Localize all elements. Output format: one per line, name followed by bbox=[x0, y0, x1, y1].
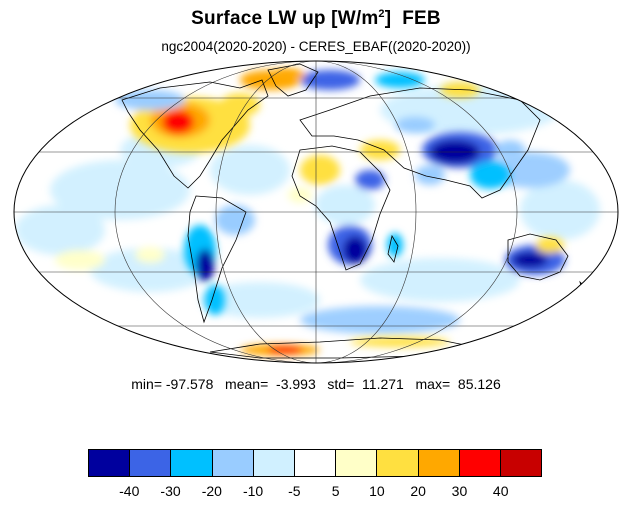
colorbar-tick-label: -30 bbox=[160, 483, 181, 499]
colorbar-tick-label: -5 bbox=[288, 483, 301, 499]
world-map bbox=[13, 60, 619, 364]
colorbar-box bbox=[418, 450, 460, 476]
colorbar-box bbox=[377, 450, 419, 476]
stat-mean-label: mean= bbox=[225, 376, 269, 392]
colorbar bbox=[88, 449, 542, 477]
stat-std-value: 11.271 bbox=[362, 376, 404, 392]
colorbar-box bbox=[500, 450, 542, 476]
title-text: Surface LW up [W/m bbox=[191, 8, 379, 29]
colorbar-tick-label: -20 bbox=[201, 483, 222, 499]
title-close: ] bbox=[384, 8, 392, 29]
colorbar-box bbox=[336, 450, 378, 476]
colorbar-tick-label: 5 bbox=[331, 483, 340, 499]
title-month: FEB bbox=[402, 8, 441, 29]
colorbar-box bbox=[253, 450, 295, 476]
map-title: Surface LW up [W/m2] FEB bbox=[0, 8, 632, 30]
anomaly-field bbox=[15, 69, 600, 356]
colorbar-box bbox=[294, 450, 337, 476]
colorbar-box bbox=[89, 450, 131, 476]
globe-outline bbox=[13, 60, 619, 364]
stat-mean-value: -3.993 bbox=[276, 376, 316, 392]
colorbar-tick-label: 20 bbox=[410, 483, 426, 499]
colorbar-box bbox=[130, 450, 172, 476]
stat-max-label: max= bbox=[415, 376, 451, 392]
colorbar-tick-label: 30 bbox=[451, 483, 468, 499]
colorbar-tick-label: 40 bbox=[492, 483, 509, 499]
stat-min-label: min= bbox=[131, 376, 162, 392]
stat-max-value: 85.126 bbox=[457, 376, 501, 392]
map-subtitle: ngc2004(2020-2020) - CERES_EBAF((2020-20… bbox=[161, 39, 471, 54]
colorbar-box bbox=[171, 450, 213, 476]
title-superscript: 2 bbox=[378, 8, 385, 20]
colorbar-tick-label: 10 bbox=[369, 483, 385, 499]
colorbar-tick-label: -10 bbox=[242, 483, 264, 499]
colorbar-box bbox=[459, 450, 501, 476]
colorbar-box bbox=[212, 450, 254, 476]
stat-min-value: -97.578 bbox=[165, 376, 214, 392]
statistics-line: min= -97.578 mean= -3.993 std= 11.271 ma… bbox=[0, 376, 632, 392]
stat-std-label: std= bbox=[327, 376, 355, 392]
colorbar-tick-label: -40 bbox=[119, 483, 140, 499]
